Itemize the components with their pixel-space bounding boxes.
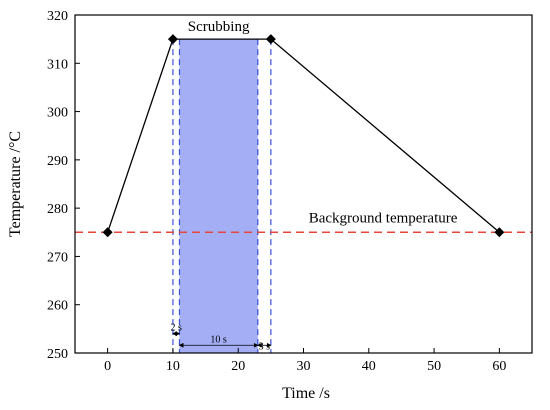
scrubbing-label: Scrubbing <box>188 19 250 35</box>
background-temperature-label: Background temperature <box>309 210 458 226</box>
x-tick-label: 50 <box>427 359 441 374</box>
y-tick-label: 270 <box>47 250 68 265</box>
data-point-marker <box>494 227 505 238</box>
y-tick-label: 290 <box>47 154 68 169</box>
y-axis-title: Temperature /°C <box>7 131 24 237</box>
plot-area <box>75 15 532 353</box>
dimension-label: 2 s <box>170 323 182 334</box>
x-axis-ticks: 0 10 20 30 40 50 60 <box>104 348 506 374</box>
y-tick-label: 300 <box>47 106 68 121</box>
dimension-label: 10 s <box>210 334 227 345</box>
temperature-series-markers <box>102 34 505 238</box>
x-tick-label: 60 <box>492 359 506 374</box>
scrubbing-guide-lines <box>172 39 272 353</box>
dimension-label: 3 s <box>259 341 271 352</box>
x-axis-title: Time /s <box>282 385 330 402</box>
y-tick-label: 280 <box>47 202 68 217</box>
y-tick-label: 260 <box>47 299 68 314</box>
y-tick-label: 310 <box>47 57 68 72</box>
x-tick-label: 10 <box>166 359 180 374</box>
duration-dimensions: 2 s 10 s 3 s <box>170 323 272 352</box>
x-tick-label: 30 <box>297 359 311 374</box>
data-point-marker <box>102 227 113 238</box>
scrubbing-band <box>179 39 258 354</box>
x-tick-label: 40 <box>362 359 376 374</box>
data-point-marker <box>265 34 276 45</box>
y-tick-label: 320 <box>47 9 68 24</box>
temperature-series-line <box>107 38 500 233</box>
x-tick-label: 20 <box>231 359 245 374</box>
x-tick-label: 0 <box>104 359 111 374</box>
y-axis-ticks: 250 260 270 280 290 300 310 320 <box>47 9 80 362</box>
data-point-marker <box>167 34 178 45</box>
y-tick-label: 250 <box>47 347 68 362</box>
